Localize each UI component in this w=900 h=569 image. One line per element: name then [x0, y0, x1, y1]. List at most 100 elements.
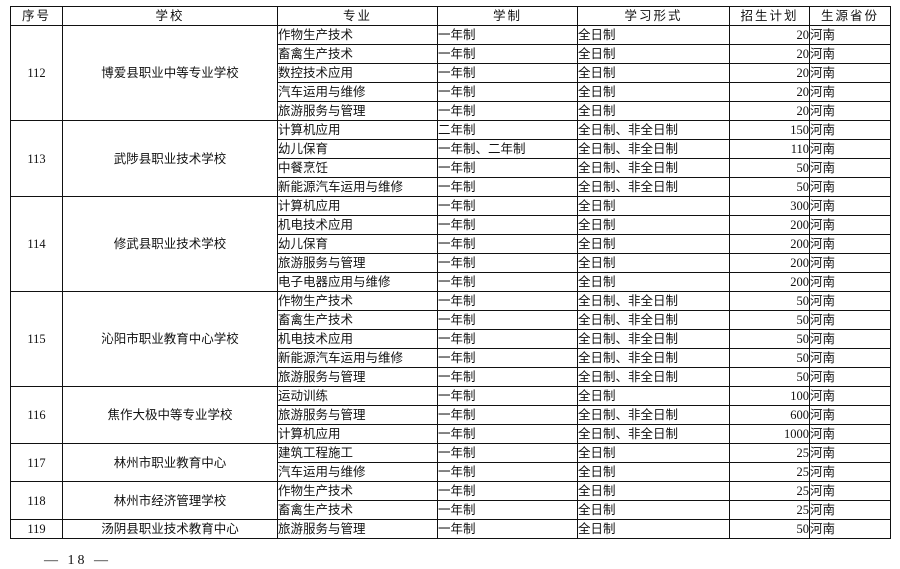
- source-province-cell: 河南: [809, 367, 891, 387]
- row-index-cell: 113: [10, 120, 63, 197]
- study-form-cell: 全日制、非全日制: [577, 367, 730, 387]
- source-province-cell: 河南: [809, 177, 891, 197]
- table-row: 机电技术应用 一年制 全日制 200 河南: [11, 215, 891, 235]
- source-province-cell: 河南: [809, 500, 891, 520]
- source-province-cell: 河南: [809, 272, 891, 292]
- schooling-system-cell: 一年制: [437, 329, 578, 349]
- study-form-cell: 全日制: [577, 82, 730, 102]
- study-form-cell: 全日制、非全日制: [577, 120, 730, 140]
- table-row: 旅游服务与管理 一年制 全日制 200 河南: [11, 253, 891, 273]
- schooling-system-cell: 一年制: [437, 196, 578, 216]
- study-form-cell: 全日制: [577, 386, 730, 406]
- enrollment-plan-cell: 200: [729, 234, 810, 254]
- major-cell: 机电技术应用: [277, 329, 438, 349]
- enrollment-plan-cell: 50: [729, 177, 810, 197]
- source-province-cell: 河南: [809, 234, 891, 254]
- major-cell: 新能源汽车运用与维修: [277, 177, 438, 197]
- enrollment-plan-cell: 25: [729, 462, 810, 482]
- document-page: 序号 学校 专业 学制 学习形式 招生计划 生源省份 112 博爱县职业中等专业学…: [10, 6, 891, 568]
- enrollment-plan-cell: 25: [729, 500, 810, 520]
- study-form-cell: 全日制、非全日制: [577, 424, 730, 444]
- table-row: 119 汤阴县职业技术教育中心 旅游服务与管理 一年制 全日制 50 河南: [10, 519, 891, 539]
- enrollment-plan-cell: 20: [729, 63, 810, 83]
- schooling-system-cell: 一年制: [437, 443, 578, 463]
- schooling-system-cell: 一年制: [437, 234, 578, 254]
- school-name-cell: 林州市经济管理学校: [62, 481, 278, 520]
- school-name-cell: 焦作大极中等专业学校: [62, 386, 278, 444]
- schooling-system-cell: 一年制: [437, 386, 578, 406]
- source-province-cell: 河南: [809, 310, 891, 330]
- study-form-cell: 全日制、非全日制: [577, 329, 730, 349]
- schooling-system-cell: 一年制: [437, 405, 578, 425]
- schooling-system-cell: 一年制: [437, 177, 578, 197]
- study-form-cell: 全日制: [577, 272, 730, 292]
- enrollment-plan-cell: 150: [729, 120, 810, 140]
- source-province-cell: 河南: [809, 329, 891, 349]
- schooling-system-cell: 一年制: [437, 462, 578, 482]
- row-index-cell: 112: [10, 25, 63, 121]
- source-province-cell: 河南: [809, 462, 891, 482]
- schooling-system-cell: 一年制: [437, 25, 578, 45]
- schooling-system-cell: 二年制: [437, 120, 578, 140]
- schooling-system-cell: 一年制: [437, 348, 578, 368]
- study-form-cell: 全日制、非全日制: [577, 291, 730, 311]
- row-index-cell: 114: [10, 196, 63, 292]
- row-index-cell: 118: [10, 481, 63, 520]
- major-cell: 旅游服务与管理: [277, 101, 438, 121]
- enrollment-plan-cell: 200: [729, 272, 810, 292]
- schooling-system-cell: 一年制: [437, 272, 578, 292]
- table-row: 汽车运用与维修 一年制 全日制 25 河南: [11, 462, 891, 482]
- enrollment-plan-cell: 20: [729, 44, 810, 64]
- schooling-system-cell: 一年制: [437, 291, 578, 311]
- table-row: 汽车运用与维修 一年制 全日制 20 河南: [11, 82, 891, 102]
- source-province-cell: 河南: [809, 120, 891, 140]
- study-form-cell: 全日制、非全日制: [577, 348, 730, 368]
- table-row: 117 林州市职业教育中心 建筑工程施工 一年制 全日制 25 河南: [10, 443, 891, 482]
- row-index-cell: 115: [10, 291, 63, 387]
- source-province-cell: 河南: [809, 139, 891, 159]
- column-header-province: 生源省份: [809, 6, 891, 26]
- study-form-cell: 全日制、非全日制: [577, 177, 730, 197]
- column-header-major: 专业: [277, 6, 438, 26]
- table-row: 113 武陟县职业技术学校 计算机应用 二年制 全日制、非全日制 150 河南: [10, 120, 891, 197]
- schooling-system-cell: 一年制: [437, 253, 578, 273]
- enrollment-plan-cell: 25: [729, 481, 810, 501]
- study-form-cell: 全日制: [577, 25, 730, 45]
- enrollment-plan-cell: 25: [729, 443, 810, 463]
- schooling-system-cell: 一年制: [437, 215, 578, 235]
- major-cell: 汽车运用与维修: [277, 82, 438, 102]
- enrollment-plan-cell: 300: [729, 196, 810, 216]
- study-form-cell: 全日制: [577, 63, 730, 83]
- major-cell: 畜禽生产技术: [277, 310, 438, 330]
- school-name-cell: 修武县职业技术学校: [62, 196, 278, 292]
- major-cell: 幼儿保育: [277, 139, 438, 159]
- enrollment-plan-cell: 50: [729, 291, 810, 311]
- schooling-system-cell: 一年制: [437, 63, 578, 83]
- source-province-cell: 河南: [809, 519, 891, 539]
- major-cell: 作物生产技术: [277, 25, 438, 45]
- study-form-cell: 全日制: [577, 101, 730, 121]
- enrollment-plan-cell: 50: [729, 329, 810, 349]
- major-cell: 数控技术应用: [277, 63, 438, 83]
- major-cell: 计算机应用: [277, 196, 438, 216]
- enrollment-plan-table: 序号 学校 专业 学制 学习形式 招生计划 生源省份 112 博爱县职业中等专业学…: [10, 6, 891, 539]
- major-cell: 旅游服务与管理: [277, 519, 438, 539]
- source-province-cell: 河南: [809, 44, 891, 64]
- study-form-cell: 全日制: [577, 481, 730, 501]
- major-cell: 旅游服务与管理: [277, 405, 438, 425]
- source-province-cell: 河南: [809, 348, 891, 368]
- table-row: 旅游服务与管理 一年制 全日制、非全日制 600 河南: [11, 405, 891, 425]
- enrollment-plan-cell: 100: [729, 386, 810, 406]
- row-index-cell: 116: [10, 386, 63, 444]
- row-index-cell: 119: [10, 519, 63, 539]
- table-body: 112 博爱县职业中等专业学校 作物生产技术 一年制 全日制 20 河南 畜禽生产技术 一年制全…: [10, 25, 891, 539]
- school-name-cell: 林州市职业教育中心: [62, 443, 278, 482]
- enrollment-plan-cell: 200: [729, 253, 810, 273]
- schooling-system-cell: 一年制、二年制: [437, 139, 578, 159]
- source-province-cell: 河南: [809, 424, 891, 444]
- school-name-cell: 博爱县职业中等专业学校: [62, 25, 278, 121]
- study-form-cell: 全日制: [577, 44, 730, 64]
- enrollment-plan-cell: 20: [729, 25, 810, 45]
- school-name-cell: 沁阳市职业教育中心学校: [62, 291, 278, 387]
- column-header-plan: 招生计划: [729, 6, 810, 26]
